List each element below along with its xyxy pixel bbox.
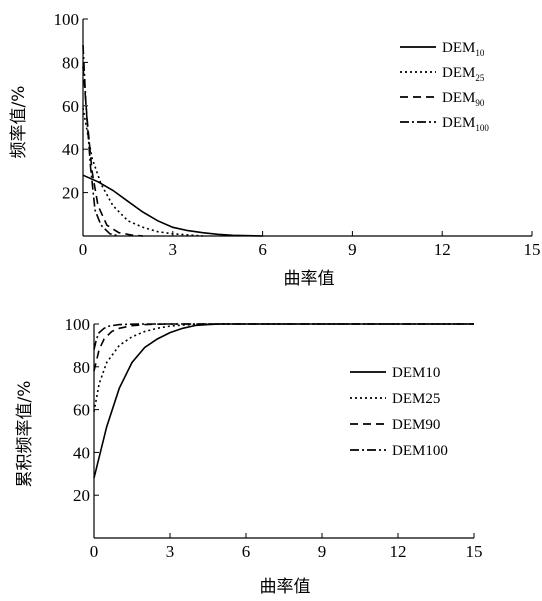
chart-frequency-plot xyxy=(82,44,263,237)
chart-cumulative-y-tick-label: 40 xyxy=(73,443,90,462)
chart-cumulative-y-tick-label: 100 xyxy=(65,315,91,334)
chart-cumulative-y-tick-label: 60 xyxy=(73,401,90,420)
chart-frequency-series-dem90 xyxy=(82,66,143,237)
chart-cumulative-ticks: 0 3 6 9 12 15 20 40 60 80 100 xyxy=(65,315,483,561)
chart-frequency-series-dem10 xyxy=(82,174,263,237)
chart-cumulative-plot xyxy=(93,323,474,479)
chart-cumulative-series-dem100 xyxy=(93,323,474,350)
chart-frequency-xlabel: 曲率值 xyxy=(284,269,335,289)
chart-cumulative-y-tick-label: 20 xyxy=(73,486,90,505)
chart-frequency-legend-label-dem90: DEM90 xyxy=(442,90,485,108)
chart-frequency-x-tick-label: 3 xyxy=(169,240,178,259)
chart-cumulative-legend-label-dem90: DEM90 xyxy=(392,417,440,433)
chart-frequency-x-tick-label: 15 xyxy=(524,240,541,259)
chart-frequency-legend: DEM10 DEM25 DEM90 DEM100 xyxy=(400,40,489,133)
chart-cumulative-x-tick-label: 15 xyxy=(466,542,483,561)
chart-frequency-legend-label-dem10: DEM10 xyxy=(442,40,485,58)
chart-cumulative-x-tick-label: 3 xyxy=(166,542,175,561)
chart-cumulative-x-tick-label: 9 xyxy=(318,542,327,561)
chart-frequency-legend-label-dem25: DEM25 xyxy=(442,65,485,83)
chart-cumulative-legend-label-dem10: DEM10 xyxy=(392,365,440,381)
chart-cumulative-x-tick-label: 6 xyxy=(242,542,251,561)
chart-cumulative-x-tick-label: 12 xyxy=(390,542,407,561)
chart-cumulative-x-tick-label: 0 xyxy=(90,542,99,561)
chart-frequency-series-dem25 xyxy=(82,107,203,237)
chart-frequency-ticks: 0 3 6 9 12 15 20 40 60 80 100 xyxy=(54,10,541,259)
chart-frequency-y-tick-label: 80 xyxy=(62,53,79,72)
chart-frequency-x-tick-label: 0 xyxy=(79,240,88,259)
chart-cumulative-series-dem90 xyxy=(93,323,474,372)
chart-cumulative-axes xyxy=(93,324,474,539)
chart-frequency-y-tick-label: 60 xyxy=(62,97,79,116)
chart-frequency-series-dem100 xyxy=(82,44,120,237)
chart-frequency-axes xyxy=(82,19,532,237)
chart-frequency-x-tick-label: 6 xyxy=(258,240,267,259)
chart-cumulative-legend-label-dem100: DEM100 xyxy=(392,443,448,459)
chart-cumulative-legend-label-dem25: DEM25 xyxy=(392,391,440,407)
chart-frequency-legend-label-dem100: DEM100 xyxy=(442,115,489,133)
chart-frequency-ylabel: 频率值/% xyxy=(9,86,29,159)
chart-frequency-y-tick-label: 100 xyxy=(54,10,80,29)
chart-cumulative-ylabel: 累积频率值/% xyxy=(15,381,35,488)
chart-cumulative-legend: DEM10 DEM25 DEM90 DEM100 xyxy=(350,365,448,459)
chart-cumulative-xlabel: 曲率值 xyxy=(260,577,311,597)
chart-cumulative-y-tick-label: 80 xyxy=(73,358,90,377)
chart-frequency-x-tick-label: 9 xyxy=(348,240,357,259)
chart-frequency-x-tick-label: 12 xyxy=(434,240,451,259)
chart-frequency-y-tick-label: 40 xyxy=(62,140,79,159)
chart-frequency-y-tick-label: 20 xyxy=(62,184,79,203)
